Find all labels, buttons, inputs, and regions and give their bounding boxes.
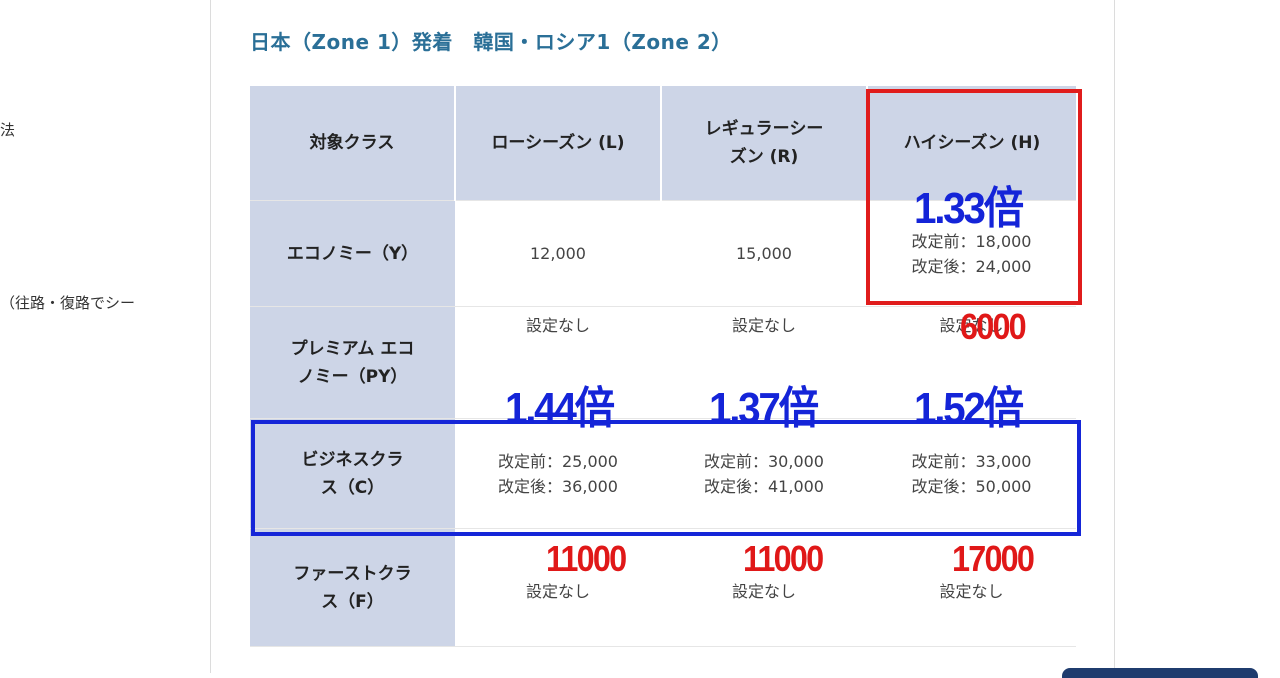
fare-cell: 設定なし [455,528,661,647]
header-class: 対象クラス [250,86,456,201]
highlight-box-blue [251,420,1081,536]
content-divider-left [210,0,211,673]
fare-cell: 15,000 [661,200,867,307]
fare-cell: 設定なし [867,528,1076,647]
page-corner-button[interactable] [1062,668,1258,678]
fare-cell: 12,000 [455,200,661,307]
difference-annotation: 11000 [546,538,627,579]
fare-after: 改定後：36,000 [498,476,618,496]
class-name-cell: ビジネスクラス（C） [250,418,455,529]
table-row: プレミアム エコノミー（PY） 設定なし 設定なし 設定なし [250,306,1076,419]
table-row: ビジネスクラス（C） 改定前：25,000 改定後：36,000 改定前：30,… [250,418,1076,529]
difference-annotation: 17000 [952,538,1035,579]
class-name-cell: エコノミー（Y） [250,200,455,307]
fare-before: 改定前：33,000 [911,451,1032,471]
fare-cell: 設定なし [661,306,867,419]
ratio-annotation: 1.52倍 [914,384,1024,433]
difference-annotation: 11000 [743,538,824,579]
left-text-fragment: 法 [0,121,16,139]
fare-cell: 改定前：18,000 改定後：24,000 [867,200,1076,307]
left-column: 法 （往路・復路でシー [0,0,210,673]
fare-cell: 設定なし [661,528,867,647]
class-name-cell: ファーストクラス（F） [250,528,455,647]
fare-cell: 設定なし [455,306,661,419]
content-divider-right [1114,0,1115,673]
class-name-cell: プレミアム エコノミー（PY） [250,306,455,419]
table-row: エコノミー（Y） 12,000 15,000 改定前：18,000 改定後：24… [250,200,1076,307]
fare-cell: 改定前：30,000 改定後：41,000 [661,418,867,529]
fare-cell: 改定前：25,000 改定後：36,000 [455,418,661,529]
header-high-season: ハイシーズン (H) [867,86,1076,201]
difference-annotation: 6000 [960,306,1027,347]
fare-table: 対象クラス ローシーズン (L) レギュラーシーズン (R) ハイシーズン (H… [250,86,1076,647]
highlight-box-red [866,89,1082,305]
table-row: ファーストクラス（F） 設定なし 設定なし 設定なし [250,528,1076,647]
left-text-fragment: （往路・復路でシー [0,294,136,312]
header-regular-season: レギュラーシーズン (R) [661,86,868,201]
fare-cell: 設定なし [867,306,1076,419]
fare-after: 改定後：41,000 [704,476,824,496]
header-low-season: ローシーズン (L) [455,86,662,201]
ratio-annotation: 1.44倍 [505,384,615,433]
ratio-annotation: 1.33倍 [914,184,1024,233]
fare-before: 改定前：30,000 [704,451,824,471]
section-title: 日本（Zone 1）発着 韓国・ロシア1（Zone 2） [250,30,732,54]
fare-after: 改定後：50,000 [911,476,1032,496]
ratio-annotation: 1.37倍 [709,384,819,433]
fare-before: 改定前：18,000 [911,231,1032,251]
fare-before: 改定前：25,000 [498,451,618,471]
main-content: 日本（Zone 1）発着 韓国・ロシア1（Zone 2） 対象クラス ローシーズ… [212,0,1114,673]
fare-after: 改定後：24,000 [911,256,1032,276]
fare-cell: 改定前：33,000 改定後：50,000 [867,418,1076,529]
